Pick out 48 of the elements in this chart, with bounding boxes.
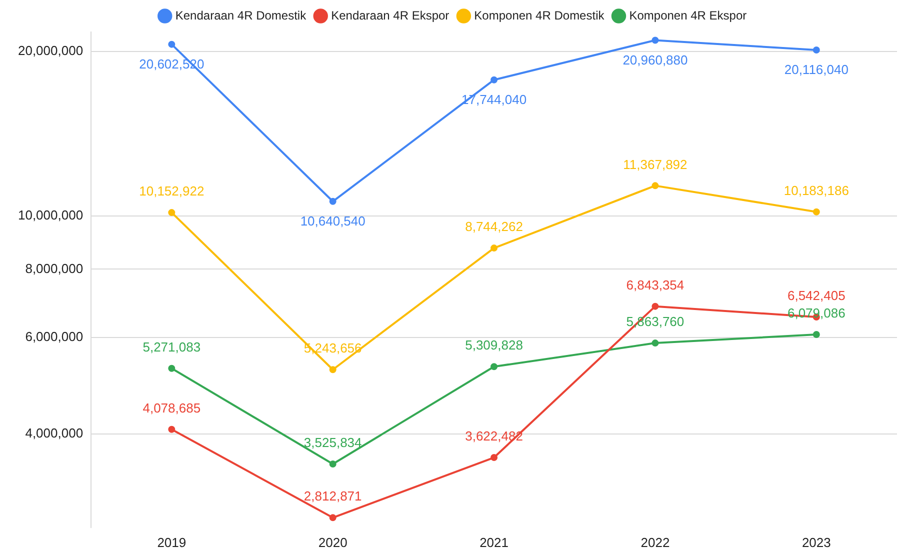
x-tick-label: 2023 xyxy=(802,534,831,550)
point xyxy=(329,198,336,205)
point xyxy=(329,366,336,374)
data-label: 4,078,685 xyxy=(142,400,201,416)
point xyxy=(490,363,498,370)
data-label: 6,079,086 xyxy=(787,306,846,321)
y-tick-label: 20,000,000 xyxy=(18,42,84,58)
data-label: 2,812,871 xyxy=(304,488,362,504)
legend-label: Komponen 4R Ekspor xyxy=(629,8,747,22)
data-label: 20,116,040 xyxy=(784,62,848,78)
point xyxy=(652,182,659,190)
data-label: 6,542,405 xyxy=(787,288,846,304)
data-label: 20,960,880 xyxy=(622,52,688,68)
y-tick-label: 8,000,000 xyxy=(25,260,84,276)
y-tick-label: 10,000,000 xyxy=(18,208,84,223)
legend-label: Kendaraan 4R Domestik xyxy=(175,8,308,22)
data-label: 10,152,922 xyxy=(139,184,204,199)
legend-label: Komponen 4R Domestik xyxy=(474,8,606,22)
data-label: 11,367,892 xyxy=(623,156,688,172)
data-label: 8,744,262 xyxy=(465,219,523,234)
point xyxy=(329,514,336,522)
point xyxy=(652,36,659,44)
point xyxy=(490,76,498,84)
point xyxy=(168,426,176,433)
x-tick-label: 2020 xyxy=(318,534,348,550)
point xyxy=(812,46,820,54)
x-tick-label: 2022 xyxy=(640,534,670,550)
point xyxy=(812,208,820,216)
x-tick-label: 2021 xyxy=(480,534,508,550)
point xyxy=(168,209,176,216)
y-tick-label: 4,000,000 xyxy=(25,426,84,441)
point xyxy=(168,364,176,372)
point xyxy=(168,40,176,48)
point xyxy=(329,460,336,468)
legend-label: Kendaraan 4R Ekspor xyxy=(331,8,450,22)
point xyxy=(652,340,659,347)
data-label: 5,309,828 xyxy=(465,338,523,353)
data-label: 10,183,186 xyxy=(784,182,849,198)
x-tick-label: 2019 xyxy=(157,534,186,550)
point xyxy=(812,330,820,338)
data-label: 10,640,540 xyxy=(300,213,366,228)
point xyxy=(652,302,659,310)
point xyxy=(490,454,498,462)
data-label: 5,271,083 xyxy=(142,339,201,354)
y-tick-label: 6,000,000 xyxy=(25,329,84,344)
data-label: 6,843,354 xyxy=(626,277,684,292)
point xyxy=(490,244,498,252)
data-label: 3,525,834 xyxy=(304,435,362,450)
